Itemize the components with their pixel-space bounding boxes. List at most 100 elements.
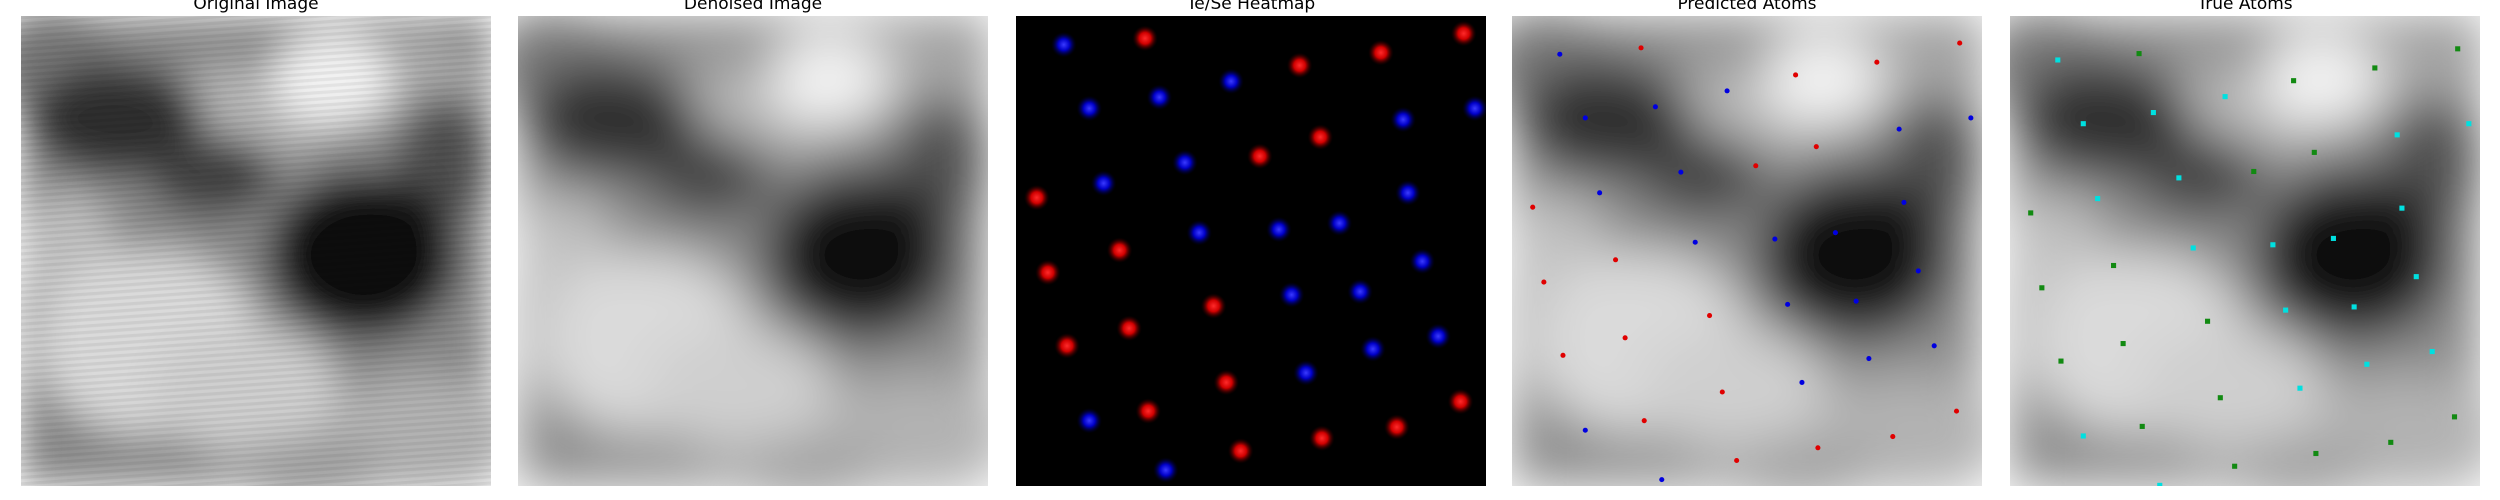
predicted-atom (1931, 343, 1937, 349)
predicted-atom (1560, 352, 1566, 358)
panel-title: Te/Se Heatmap (1186, 0, 1315, 14)
heatmap-spot (1360, 336, 1386, 362)
image-content (2010, 16, 2480, 486)
grayscale-image (518, 16, 988, 486)
true-atom (2388, 439, 2394, 445)
predicted-atom (1968, 115, 1974, 121)
true-atom (2311, 149, 2317, 155)
true-atom (2095, 196, 2101, 202)
scan-noise (21, 16, 491, 486)
predicted-atom (1530, 204, 1536, 210)
predicted-atom (1957, 40, 1963, 46)
true-atom (2139, 423, 2145, 429)
predicted-atom (1641, 418, 1647, 424)
true-atom (2429, 348, 2435, 355)
predicted-atom (1772, 236, 1778, 242)
heatmap-spot (1106, 237, 1133, 263)
heatmap-spot (1293, 360, 1319, 386)
heatmap-spot (1186, 219, 1212, 246)
true-atom (2270, 242, 2276, 248)
heatmap-spot (1447, 388, 1474, 415)
predicted-atom (1832, 230, 1838, 236)
heatmap-spot (1462, 95, 1486, 122)
predicted-atom (1793, 72, 1799, 78)
panel-image (21, 16, 491, 486)
heatmap-spot (1213, 369, 1240, 396)
true-atom (2111, 262, 2117, 269)
predicted-atom (1853, 298, 1859, 304)
true-atom (2413, 274, 2419, 280)
heatmap-spot (1035, 259, 1061, 286)
predicted-atom (1659, 477, 1665, 483)
panel-image (2010, 16, 2480, 486)
true-atom (2136, 51, 2142, 57)
panel-image (1512, 16, 1982, 486)
predicted-atom (1613, 257, 1619, 263)
predicted-atom (1724, 88, 1730, 94)
true-atom (2028, 210, 2034, 216)
image-content (1512, 16, 1982, 486)
predicted-atom (1541, 279, 1547, 285)
image-content (518, 16, 988, 486)
true-atom (2451, 414, 2458, 420)
heatmap-spot (1450, 20, 1477, 47)
heatmap-spot (1309, 425, 1335, 451)
true-atom (2039, 285, 2045, 291)
predicted-atom (1890, 434, 1896, 440)
true-atom (2150, 110, 2156, 116)
predicted-atom (1622, 335, 1628, 341)
true-atom (2222, 94, 2228, 100)
heatmap-spot (1247, 143, 1273, 169)
true-atom (2466, 121, 2472, 127)
true-atom (2217, 395, 2223, 401)
predicted-atom (1582, 427, 1588, 433)
predicted-atom (1582, 115, 1588, 121)
predicted-atom (1866, 355, 1872, 362)
true-atom (2058, 358, 2064, 364)
heatmap-spot (1023, 184, 1050, 211)
true-atom (2205, 318, 2211, 324)
heatmap-spot (1395, 180, 1421, 206)
grayscale-image (1512, 16, 1982, 486)
heatmap-spot (1218, 68, 1244, 95)
true-atom (2291, 78, 2297, 84)
true-atom (2157, 482, 2163, 486)
heatmap-spot (1132, 25, 1158, 52)
predicted-atom (1813, 144, 1819, 150)
true-atom (2455, 46, 2461, 52)
true-atom (2394, 132, 2400, 138)
predicted-atom (1753, 163, 1759, 169)
predicted-atom (1896, 126, 1902, 132)
true-atom (2297, 385, 2303, 391)
heatmap-spot (1227, 438, 1254, 464)
heatmap-spot (1390, 106, 1416, 133)
true-atom (2232, 463, 2238, 469)
true-atom (2080, 433, 2086, 439)
heatmap-spot (1153, 457, 1179, 483)
predicted-atom (1557, 51, 1563, 57)
true-atom (2176, 175, 2182, 181)
predicted-atom (1692, 239, 1698, 245)
panel-title: Denoised Image (684, 0, 822, 14)
heatmap-spot (1425, 323, 1451, 349)
true-atom (2080, 121, 2086, 127)
true-atom (2351, 304, 2357, 310)
predicted-atom (1678, 169, 1684, 175)
heatmap-spot (1054, 333, 1080, 359)
predicted-atom (1799, 379, 1805, 385)
true-atom (2372, 65, 2378, 71)
heatmap-spot (1326, 210, 1353, 236)
panel-image (518, 16, 988, 486)
heatmap-spot (1146, 84, 1173, 110)
image-content (21, 16, 491, 486)
true-atom (2251, 168, 2257, 175)
heatmap-spot (1200, 293, 1227, 319)
predicted-atom (1785, 301, 1791, 307)
true-atom (2364, 361, 2370, 367)
predicted-atom (1915, 268, 1921, 274)
true-atom (2313, 450, 2319, 457)
heatmap-spot (1172, 149, 1198, 176)
heatmap-spot (1051, 31, 1077, 58)
predicted-atom (1597, 190, 1603, 196)
